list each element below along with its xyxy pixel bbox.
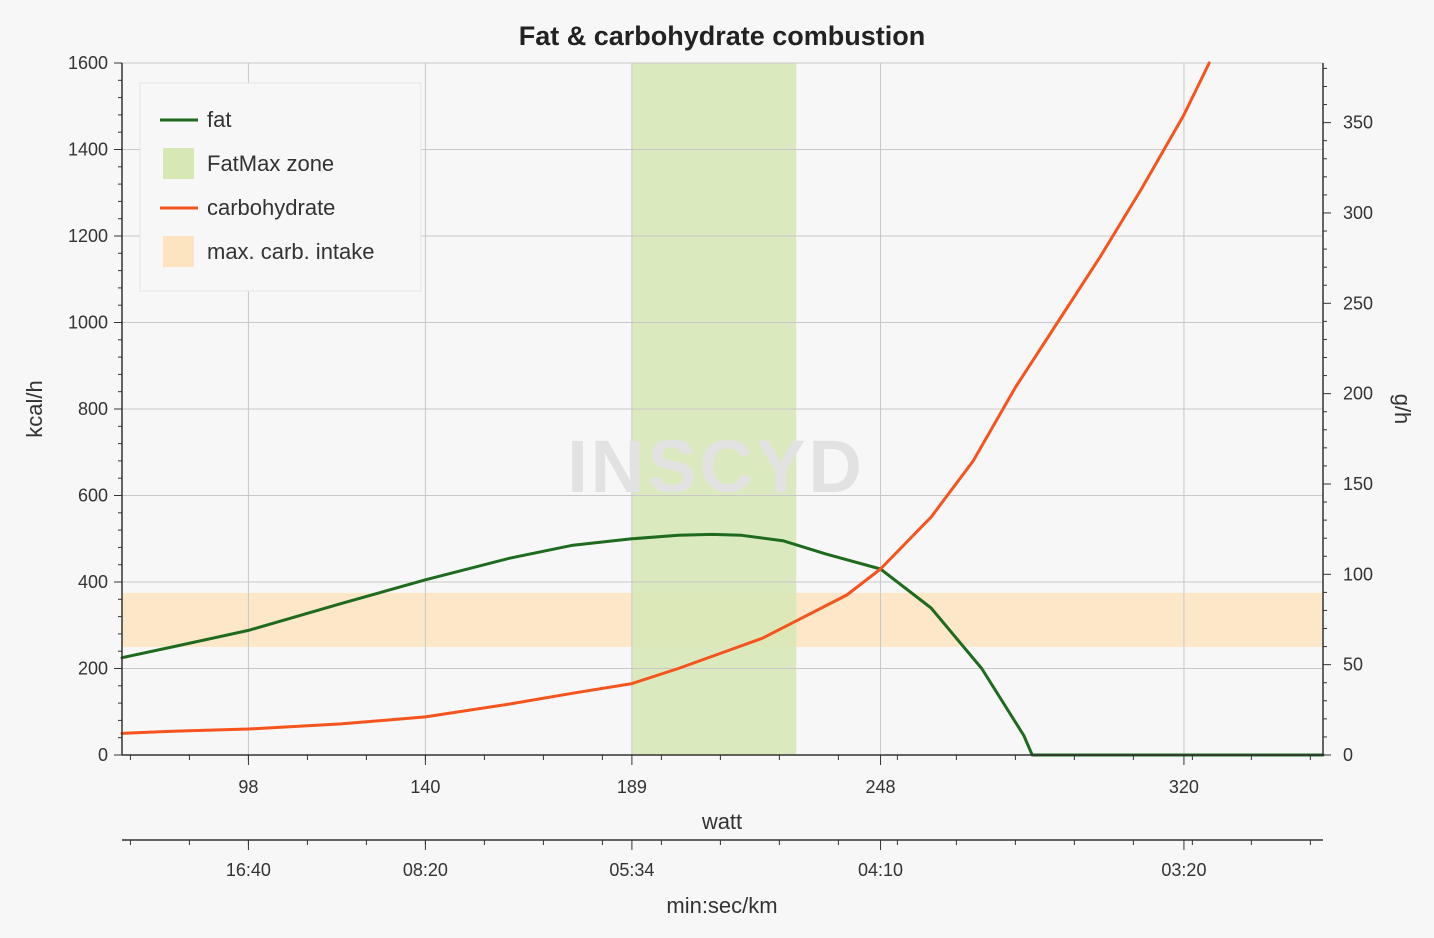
y2-tick-label: 100 <box>1343 564 1373 584</box>
x2-tick-label: 16:40 <box>226 860 271 880</box>
series-layer <box>120 61 1325 757</box>
y-tick-label: 200 <box>78 659 108 679</box>
y-tick-label: 1400 <box>68 140 108 160</box>
y-tick-label: 600 <box>78 486 108 506</box>
legend-swatch-box <box>163 148 194 179</box>
series-line-fat <box>120 532 1325 757</box>
axes-layer: 0 200 400 600 800 1000 1200 1400 1600 0 50 100 150 20… <box>68 53 1373 880</box>
legend-label: max. carb. intake <box>207 239 375 264</box>
y2-tick-label: 350 <box>1343 113 1373 133</box>
x-tick-label: 98 <box>238 777 258 797</box>
legend: fat FatMax zone carbohydrate max. carb. int… <box>139 82 422 292</box>
x-tick-label: 189 <box>617 777 647 797</box>
legend-swatch-box <box>163 236 194 267</box>
y-tick-label: 800 <box>78 399 108 419</box>
y-tick-label: 1600 <box>68 53 108 73</box>
legend-label: fat <box>207 107 231 132</box>
y2-tick-label: 200 <box>1343 384 1373 404</box>
x2-tick-label: 04:10 <box>858 860 903 880</box>
x2-tick-label: 03:20 <box>1161 860 1206 880</box>
chart-title: Fat & carbohydrate combustion <box>519 21 926 51</box>
y2-tick-label: 150 <box>1343 474 1373 494</box>
y-tick-label: 1000 <box>68 313 108 333</box>
x2-axis-title: min:sec/km <box>666 893 777 918</box>
y-tick-label: 1200 <box>68 226 108 246</box>
x-tick-label: 140 <box>410 777 440 797</box>
x-tick-label: 320 <box>1169 777 1199 797</box>
x-tick-label: 248 <box>866 777 896 797</box>
y2-tick-label: 50 <box>1343 655 1363 675</box>
watermark-logo: INSCYD <box>567 425 865 508</box>
y-tick-label: 0 <box>98 745 108 765</box>
y2-axis-title: g/h <box>1390 394 1415 425</box>
x2-tick-label: 05:34 <box>609 860 654 880</box>
series-line-carbohydrate <box>120 61 1211 735</box>
legend-label: FatMax zone <box>207 151 334 176</box>
y2-tick-label: 250 <box>1343 293 1373 313</box>
y-axis-title: kcal/h <box>22 380 47 437</box>
y2-tick-label: 300 <box>1343 203 1373 223</box>
y-tick-label: 400 <box>78 572 108 592</box>
y2-tick-label: 0 <box>1343 745 1353 765</box>
x-axis-title: watt <box>701 809 742 834</box>
x2-tick-label: 08:20 <box>403 860 448 880</box>
legend-label: carbohydrate <box>207 195 335 220</box>
grid-layer <box>122 62 1323 756</box>
